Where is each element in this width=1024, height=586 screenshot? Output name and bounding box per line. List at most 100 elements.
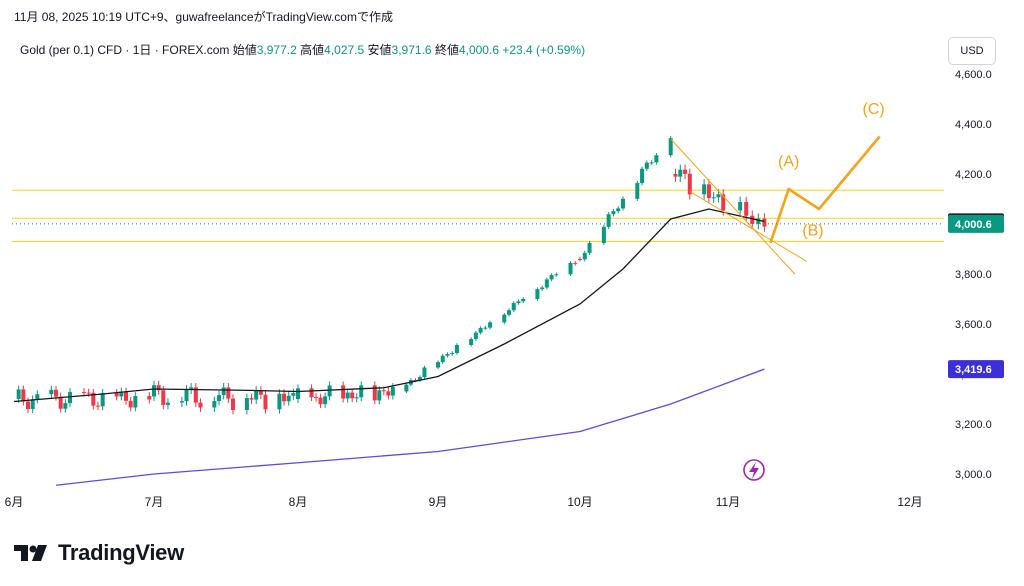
lightning-bolt-icon[interactable] (749, 462, 759, 479)
x-tick-label: 7月 (145, 495, 164, 509)
price-label-1: 4,000.6 (955, 219, 992, 231)
low-value: 3,971.6 (391, 43, 432, 57)
candle-body (30, 399, 35, 410)
candle-body (286, 395, 291, 402)
lightning-icon[interactable] (743, 459, 765, 481)
candle-body (756, 218, 761, 224)
wave-label-0: (A) (778, 154, 799, 171)
elliott-wave-path (769, 135, 881, 244)
candle-body (521, 298, 526, 302)
candle-body (554, 274, 559, 276)
candle-body (417, 377, 422, 381)
candle-body (488, 322, 493, 328)
candle-body (372, 385, 377, 401)
candle-body (63, 403, 68, 409)
candle-body (263, 394, 268, 410)
candle-body (738, 201, 743, 211)
tradingview-logo-icon (14, 545, 47, 561)
candle-body (516, 301, 521, 304)
candle-body (68, 392, 72, 404)
candle-body (296, 388, 300, 399)
candle-body (502, 314, 507, 323)
chart-attribution: 11月 08, 2025 10:19 UTC+9、guwafreelanceがT… (14, 10, 393, 24)
candle-body (568, 262, 573, 275)
high-value: 4,027.5 (324, 43, 365, 57)
candle-body (86, 392, 91, 394)
candle-body (21, 389, 26, 402)
open-label: 始値 (232, 43, 257, 57)
candle-body (473, 332, 478, 340)
candle-body (535, 289, 540, 299)
price-label-bg-2 (948, 360, 1004, 379)
y-tick-label: 3,000.0 (955, 469, 992, 481)
candle-body (640, 168, 645, 184)
candle-body (318, 397, 323, 405)
x-tick-label: 11月 (716, 495, 740, 509)
wave-label-1: (B) (802, 222, 823, 239)
candle-body (540, 287, 545, 290)
currency-button[interactable]: USD (948, 37, 996, 65)
candle-body (147, 396, 152, 400)
moving-average-short-line (13, 208, 765, 403)
candle-body (573, 262, 578, 264)
x-tick-label: 8月 (289, 495, 308, 509)
candle-body (644, 162, 649, 169)
candle-body (35, 394, 40, 400)
candle-body (611, 211, 616, 215)
candle-body (744, 201, 749, 216)
candle-body (282, 393, 287, 402)
candle-body (381, 390, 386, 392)
symbol-legend: Gold (per 0.1) CFD · 1日 · FOREX.com 始値 3,… (20, 41, 585, 58)
candle-body (26, 401, 30, 410)
x-tick-label: 12月 (897, 495, 922, 509)
candle-body (152, 385, 156, 397)
candle-body (226, 387, 231, 399)
y-tick-label: 4,400.0 (955, 119, 992, 131)
candle-body (114, 392, 119, 397)
y-tick-label: 4,200.0 (955, 169, 992, 181)
candle-body (221, 387, 226, 396)
change-value: +23.4 (+0.59%) (502, 43, 586, 57)
candle-body (244, 398, 249, 410)
candle-body (620, 198, 625, 209)
candle-body (687, 173, 692, 195)
candle-body (16, 389, 21, 399)
candle-body (706, 184, 711, 198)
high-label: 高値 (300, 43, 325, 57)
candle-body (277, 393, 282, 410)
candle-body (327, 385, 332, 397)
price-label-2: 3,419.6 (955, 364, 992, 376)
candle-body (440, 355, 445, 363)
low-label: 安値 (367, 43, 392, 57)
candle-body (128, 400, 133, 408)
candle-body (436, 362, 440, 368)
candle-body (678, 169, 683, 177)
candle-body (702, 184, 707, 195)
candle-body (54, 389, 58, 397)
candle-body (711, 197, 716, 199)
wave-label-2: (C) (862, 101, 884, 118)
candle-body (716, 194, 721, 198)
candle-body (49, 389, 54, 395)
candle-body (323, 396, 328, 405)
candle-body (124, 391, 128, 401)
candle-body (354, 397, 359, 399)
candle-body (762, 218, 767, 227)
candle-body (350, 392, 355, 399)
candle-body (217, 395, 222, 402)
tradingview-brand: TradingView (58, 540, 184, 565)
candle-body (635, 183, 640, 199)
symbol-name[interactable]: Gold (per 0.1) CFD · 1日 · FOREX.com (20, 43, 230, 57)
candle-body (345, 392, 350, 399)
close-value: 4,000.6 (458, 43, 499, 57)
candle-body (422, 367, 427, 378)
candle-body (445, 354, 450, 356)
candle-body (404, 384, 409, 392)
candle-body (314, 397, 319, 399)
wedge-trendline-0 (670, 138, 796, 275)
candle-body (161, 390, 166, 405)
candle-body (483, 327, 488, 329)
candle-body (377, 390, 382, 401)
candle-body (258, 390, 263, 395)
